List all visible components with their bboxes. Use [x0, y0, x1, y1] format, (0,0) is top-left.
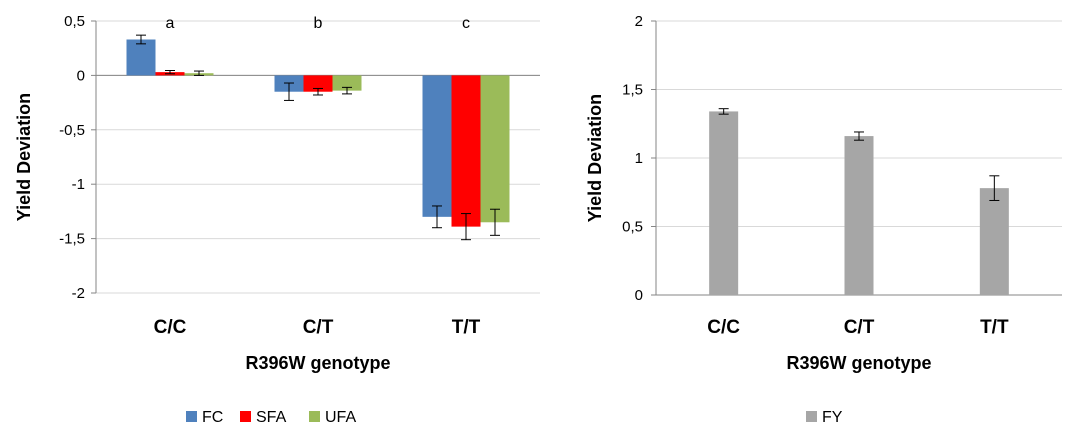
bar-sfa-2 — [451, 75, 481, 227]
y-tick-label: 0 — [77, 67, 85, 84]
x-axis-title: R396W genotype — [245, 353, 390, 373]
y-tick-label: 1,5 — [622, 82, 643, 99]
y-tick-label: 1 — [635, 150, 643, 167]
y-tick-label: -0,5 — [59, 122, 85, 139]
y-tick-label: -1,5 — [59, 231, 85, 248]
category-label: C/C — [154, 317, 187, 338]
significance-letter: a — [166, 15, 175, 32]
x-axis-title: R396W genotype — [786, 353, 931, 373]
chart-fat-yield: 2 1,5 1 0,5 0 C/C C/T T/T Yield Deviation R396W g… — [585, 13, 1062, 426]
legend-label-fy: FY — [822, 409, 843, 426]
category-label: C/C — [707, 317, 740, 338]
bar-fy-0 — [709, 111, 739, 295]
category-label: T/T — [452, 317, 481, 338]
bar-sfa-1 — [303, 75, 333, 92]
legend-label-ufa: UFA — [325, 409, 356, 426]
chart-fatty-acids: 0,5 0 -0,5 -1 -1,5 -2 C/C a C/T b T/T c Yield Deviat… — [14, 13, 540, 426]
legend-swatch-sfa — [240, 411, 251, 422]
y-axis-title: Yield Deviation — [585, 94, 605, 222]
category-label: T/T — [980, 317, 1009, 338]
legend-label-sfa: SFA — [256, 409, 287, 426]
y-tick-label: -1 — [72, 176, 85, 193]
bar-fy-2 — [979, 188, 1009, 295]
y-tick-label: 0,5 — [622, 219, 643, 236]
category-label: C/T — [844, 317, 875, 338]
bar-ufa-1 — [332, 75, 362, 91]
category-label: C/T — [303, 317, 334, 338]
legend-swatch-fc — [186, 411, 197, 422]
bar-fc-0 — [126, 39, 156, 76]
legend-swatch-ufa — [309, 411, 320, 422]
y-tick-label: 2 — [635, 13, 643, 30]
significance-letter: c — [462, 15, 470, 32]
y-tick-label: -2 — [72, 285, 85, 302]
bar-fy-1 — [844, 136, 874, 295]
significance-letter: b — [314, 15, 323, 32]
legend-swatch-fy — [806, 411, 817, 422]
y-axis-title: Yield Deviation — [14, 93, 34, 221]
legend-label-fc: FC — [202, 409, 223, 426]
y-tick-label: 0 — [635, 287, 643, 304]
bar-fc-2 — [422, 75, 452, 217]
bar-ufa-2 — [480, 75, 510, 223]
y-tick-label: 0,5 — [64, 13, 85, 30]
